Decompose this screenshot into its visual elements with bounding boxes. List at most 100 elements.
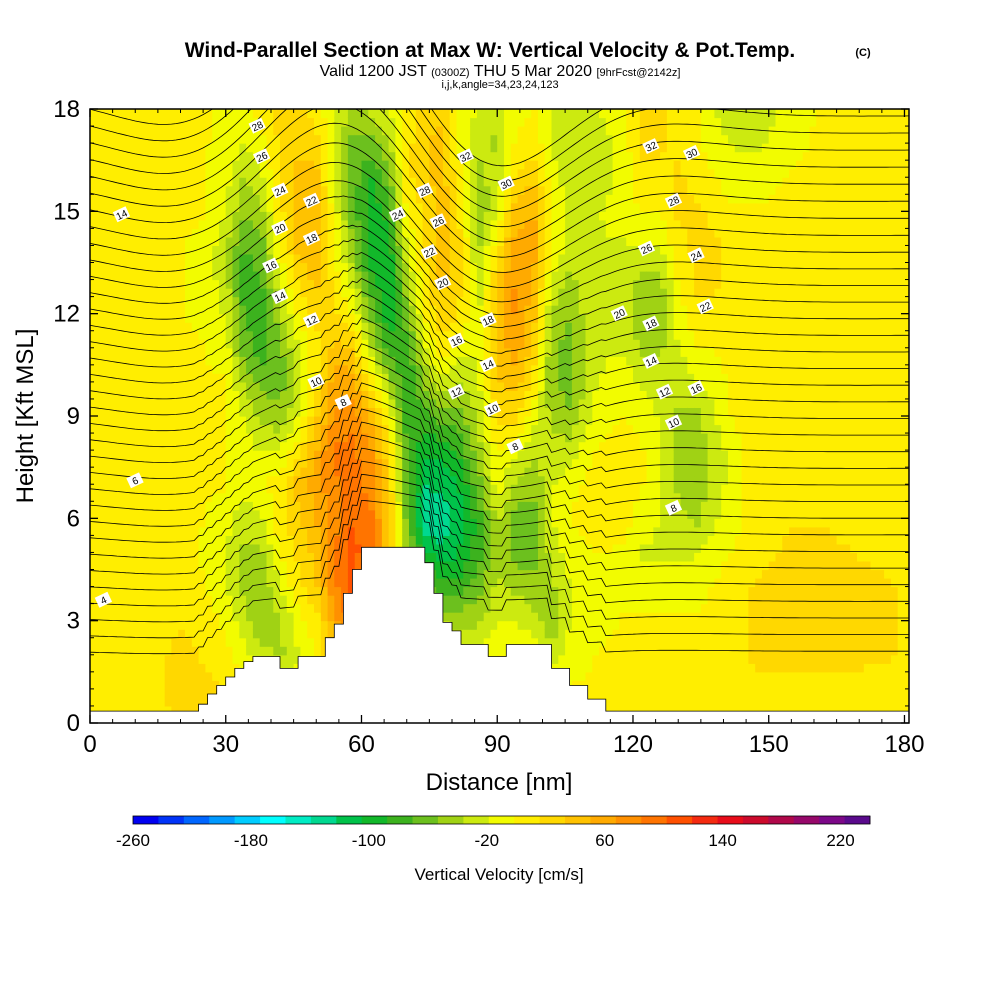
velocity-cell (219, 279, 227, 289)
velocity-cell (510, 450, 519, 460)
velocity-cell (137, 126, 145, 136)
velocity-cell (137, 330, 145, 340)
velocity-cell (90, 381, 98, 391)
velocity-cell (476, 185, 485, 195)
velocity-cell (130, 279, 139, 289)
velocity-cell (286, 586, 295, 596)
velocity-cell (144, 501, 152, 511)
velocity-cell (185, 228, 193, 238)
velocity-cell (103, 509, 111, 519)
velocity-cell (266, 296, 274, 306)
velocity-cell (151, 202, 159, 212)
velocity-cell (157, 518, 166, 528)
velocity-cell (361, 117, 369, 127)
velocity-cell (205, 202, 213, 212)
velocity-cell (123, 680, 132, 690)
velocity-cell (130, 680, 139, 690)
velocity-cell (483, 484, 492, 494)
velocity-cell (429, 185, 437, 195)
velocity-cell (415, 177, 424, 187)
velocity-cell (395, 185, 403, 195)
velocity-cell (246, 595, 254, 605)
velocity-cell (327, 168, 335, 178)
velocity-cell (96, 271, 105, 281)
velocity-cell (314, 126, 322, 136)
velocity-cell (205, 254, 213, 264)
velocity-cell (524, 330, 532, 340)
velocity-cell (544, 475, 553, 485)
velocity-cell (232, 211, 240, 221)
velocity-cell (117, 671, 125, 681)
velocity-cell (280, 168, 288, 178)
velocity-cell (361, 228, 369, 238)
velocity-cell (300, 168, 308, 178)
velocity-cell (476, 151, 485, 161)
velocity-cell (137, 279, 145, 289)
velocity-cell (151, 484, 159, 494)
velocity-cell (151, 561, 159, 571)
velocity-cell (130, 561, 139, 571)
velocity-cell (354, 322, 363, 332)
velocity-cell (239, 330, 247, 340)
velocity-cell (463, 535, 471, 545)
velocity-cell (510, 492, 519, 502)
velocity-cell (320, 245, 329, 255)
velocity-cell (164, 322, 173, 332)
velocity-cell (123, 518, 132, 528)
velocity-cell (476, 433, 485, 443)
velocity-cell (232, 373, 240, 383)
velocity-cell (476, 543, 485, 553)
velocity-cell (273, 390, 281, 400)
velocity-cell (300, 595, 308, 605)
velocity-cell (531, 620, 539, 630)
velocity-cell (307, 543, 315, 553)
velocity-cell (286, 168, 295, 178)
velocity-cell (504, 279, 512, 289)
velocity-cell (239, 518, 247, 528)
velocity-cell (375, 458, 383, 468)
velocity-cell (436, 143, 444, 153)
velocity-cell (96, 381, 105, 391)
velocity-cell (422, 398, 430, 408)
velocity-cell (497, 134, 505, 144)
velocity-cell (402, 126, 410, 136)
velocity-cell (205, 134, 213, 144)
velocity-cell (300, 543, 308, 553)
velocity-cell (327, 194, 335, 204)
velocity-cell (429, 543, 437, 553)
velocity-cell (198, 407, 206, 417)
velocity-cell (422, 279, 430, 289)
velocity-cell (524, 228, 532, 238)
velocity-cell (232, 552, 240, 562)
velocity-cell (456, 322, 464, 332)
velocity-cell (110, 612, 118, 622)
velocity-cell (185, 595, 193, 605)
velocity-cell (164, 185, 173, 195)
velocity-cell (266, 373, 274, 383)
velocity-cell (415, 364, 424, 374)
velocity-cell (110, 296, 118, 306)
velocity-cell (164, 697, 173, 707)
velocity-cell (252, 330, 261, 340)
velocity-cell (449, 458, 458, 468)
velocity-cell (252, 586, 261, 596)
velocity-cell (347, 501, 356, 511)
velocity-cell (375, 492, 383, 502)
velocity-cell (178, 484, 186, 494)
velocity-cell (361, 501, 369, 511)
velocity-cell (178, 339, 186, 349)
velocity-cell (354, 424, 363, 434)
velocity-cell (246, 109, 254, 119)
velocity-cell (96, 160, 105, 170)
velocity-cell (219, 126, 227, 136)
velocity-cell (144, 526, 152, 536)
velocity-cell (361, 475, 369, 485)
velocity-cell (90, 288, 98, 298)
velocity-cell (252, 416, 261, 426)
velocity-cell (280, 407, 288, 417)
velocity-cell (524, 151, 532, 161)
velocity-cell (103, 484, 111, 494)
velocity-cell (510, 364, 519, 374)
velocity-cell (558, 578, 566, 588)
velocity-cell (280, 561, 288, 571)
